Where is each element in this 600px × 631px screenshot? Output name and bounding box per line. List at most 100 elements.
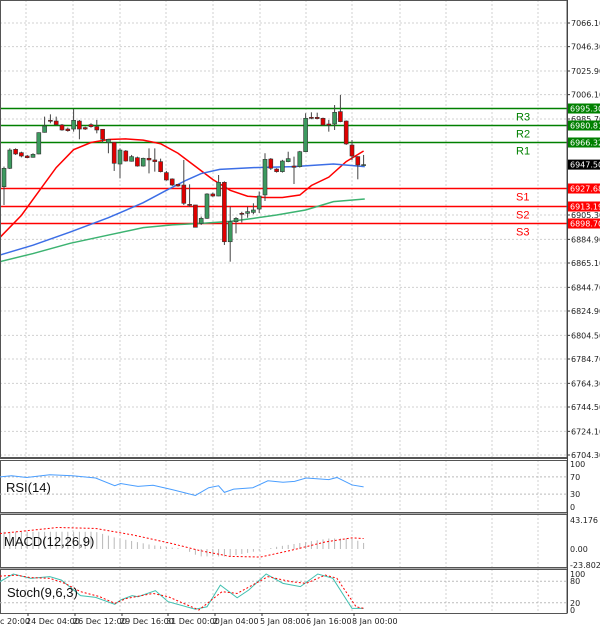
candle — [88, 123, 94, 128]
level-tag-label: 6995.30 — [570, 105, 600, 114]
time-tick-label: 6 Jan 16:00 — [306, 617, 352, 626]
candle-body — [36, 132, 42, 155]
rsi-label: RSI(14) — [6, 480, 51, 495]
candle — [30, 153, 36, 158]
rsi-tick-label: 0 — [570, 503, 575, 512]
price-tick-label: 6784.70 — [571, 355, 600, 364]
candle — [36, 132, 42, 155]
level-tag-r3 — [568, 103, 600, 114]
candle-body — [338, 111, 343, 122]
stoch-signal-line — [0, 574, 364, 611]
time-tick-label: 24 Dec 04:00 — [26, 617, 80, 626]
candle-body — [332, 112, 337, 125]
level-tag-s1 — [568, 183, 600, 194]
level-tag-label: 6913.19 — [570, 203, 600, 212]
candle — [326, 119, 332, 132]
price-tick-label: 6764.30 — [571, 379, 600, 388]
candle-body — [193, 204, 198, 228]
candle-body — [216, 181, 221, 197]
candle — [71, 108, 76, 132]
candle — [239, 211, 245, 223]
candle-body — [59, 124, 65, 131]
candle — [297, 150, 303, 168]
level-tag-label: 6898.70 — [570, 220, 600, 229]
candle-body — [24, 155, 30, 158]
candle-body — [320, 117, 326, 126]
price-tick-label: 7066.10 — [571, 19, 600, 28]
rsi-tick-label: 70 — [570, 473, 580, 482]
candle-body — [135, 157, 140, 167]
candle-body — [48, 120, 53, 122]
macd-label: MACD(12,26,9) — [4, 534, 94, 549]
rsi-tick-label: 100 — [570, 460, 585, 469]
time-tick-label: 5 Jan 08:00 — [260, 617, 306, 626]
candle-body — [65, 128, 71, 131]
candle-body — [152, 159, 158, 162]
candle — [262, 153, 268, 202]
time-tick-label: 29 Dec 16:00 — [120, 617, 174, 626]
candle-body — [280, 160, 285, 172]
level-tag-r1 — [568, 137, 600, 148]
candle-body — [303, 117, 308, 153]
candle — [94, 119, 100, 134]
candle-body — [164, 172, 169, 181]
current-price-tag — [568, 159, 600, 170]
level-tag-s3 — [568, 218, 600, 229]
candle-body — [169, 178, 175, 186]
price-tick-label: 7025.90 — [571, 67, 600, 76]
price-tick-label: 6985.70 — [571, 115, 600, 124]
candle — [349, 140, 355, 160]
candle — [303, 113, 308, 153]
candle — [204, 193, 210, 219]
candle — [152, 148, 158, 172]
candle-body — [268, 158, 274, 169]
level-name-s1: S1 — [516, 192, 529, 204]
stoch-tick-label: 80 — [570, 577, 580, 586]
price-tick-label: 6724.10 — [571, 427, 600, 436]
candle — [175, 183, 181, 187]
candle — [111, 141, 117, 171]
time-tick-label: 26 Dec 12:00 — [73, 617, 127, 626]
candle — [117, 148, 123, 179]
candle-body — [19, 152, 24, 157]
candle — [256, 191, 262, 213]
candle-body — [100, 128, 105, 140]
candle — [222, 181, 227, 245]
time-tick-label: 31 Dec 00:00 — [166, 617, 220, 626]
candle-body — [227, 221, 233, 243]
macd-tick-label: 43.176 — [570, 516, 598, 525]
stoch-main-line — [0, 573, 364, 610]
candle — [181, 159, 187, 205]
price-tick-label: 6704.30 — [571, 451, 600, 460]
level-tag-label: 6966.32 — [570, 139, 600, 148]
candle — [198, 216, 204, 225]
candle — [268, 158, 274, 170]
candle-body — [53, 120, 59, 125]
level-name-r3: R3 — [516, 112, 530, 124]
candle-body — [256, 195, 262, 210]
price-axis: 7066.10 7046.30 7025.90 7006.10 6985.70 6905.… — [567, 0, 600, 615]
macd-tick-label: -23.802 — [570, 561, 600, 570]
level-tag-s2 — [568, 201, 600, 212]
candle — [274, 168, 279, 173]
candle-body — [309, 117, 314, 119]
candle-body — [239, 213, 245, 215]
price-tick-label: 7046.30 — [571, 43, 600, 52]
candle — [53, 116, 59, 126]
macd-signal-line — [0, 527, 364, 558]
price-tick-label: 6884.90 — [571, 235, 600, 244]
candle — [59, 124, 65, 131]
candle — [291, 156, 297, 184]
candle-body — [158, 161, 163, 172]
level-tag-label: 6980.81 — [570, 122, 600, 131]
price-tick-label: 6744.50 — [571, 403, 600, 412]
moving-average-line-1 — [0, 163, 365, 256]
candle-body — [129, 156, 134, 162]
candle — [355, 156, 361, 180]
time-tick-label: 8 Jan 00:00 — [352, 617, 398, 626]
candle-body — [361, 164, 366, 166]
candle-body — [42, 125, 47, 133]
candle — [314, 112, 320, 120]
